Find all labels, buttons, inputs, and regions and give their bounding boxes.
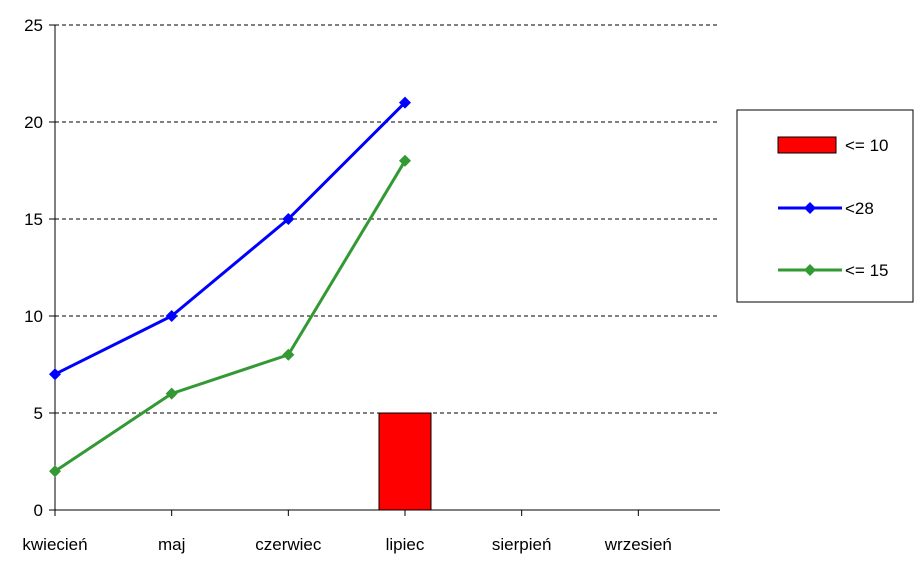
legend-marker [804,202,816,214]
y-tick-label: 0 [34,501,43,520]
y-tick-label: 20 [24,113,43,132]
series-line [54,160,407,473]
x-tick-label: lipiec [386,535,425,554]
point-marker [282,348,295,361]
y-tick-label: 15 [24,210,43,229]
point-marker [49,465,61,478]
point-marker [399,96,411,109]
x-tick-label: wrzesień [604,535,672,554]
series-line [54,101,407,376]
legend-label: <28 [845,199,874,218]
y-tick-label: 5 [34,404,43,423]
x-tick-label: maj [158,535,185,554]
grid-lines [55,24,720,414]
bar-series [378,412,432,511]
x-tick-label: czerwiec [255,535,322,554]
point-marker [282,213,295,225]
x-tick-label: kwiecień [22,535,87,554]
point-marker [49,368,61,381]
bar [378,412,432,511]
point-marker [165,310,178,322]
point-marker [165,387,178,400]
legend: <= 10 <28 <= 15 [736,109,914,303]
legend-marker [804,264,816,276]
y-ticks: 0 5 10 15 20 25 [24,16,55,520]
line-series [49,96,411,478]
x-tick-label: sierpień [492,535,552,554]
y-tick-label: 10 [24,307,43,326]
legend-swatch [777,136,837,154]
legend-label: <= 15 [845,261,889,280]
point-marker [399,154,411,167]
y-tick-label: 25 [24,16,43,35]
legend-label: <= 10 [845,136,889,155]
x-ticks: kwiecień maj czerwiec lipiec sierpień wrzesie… [22,510,672,554]
